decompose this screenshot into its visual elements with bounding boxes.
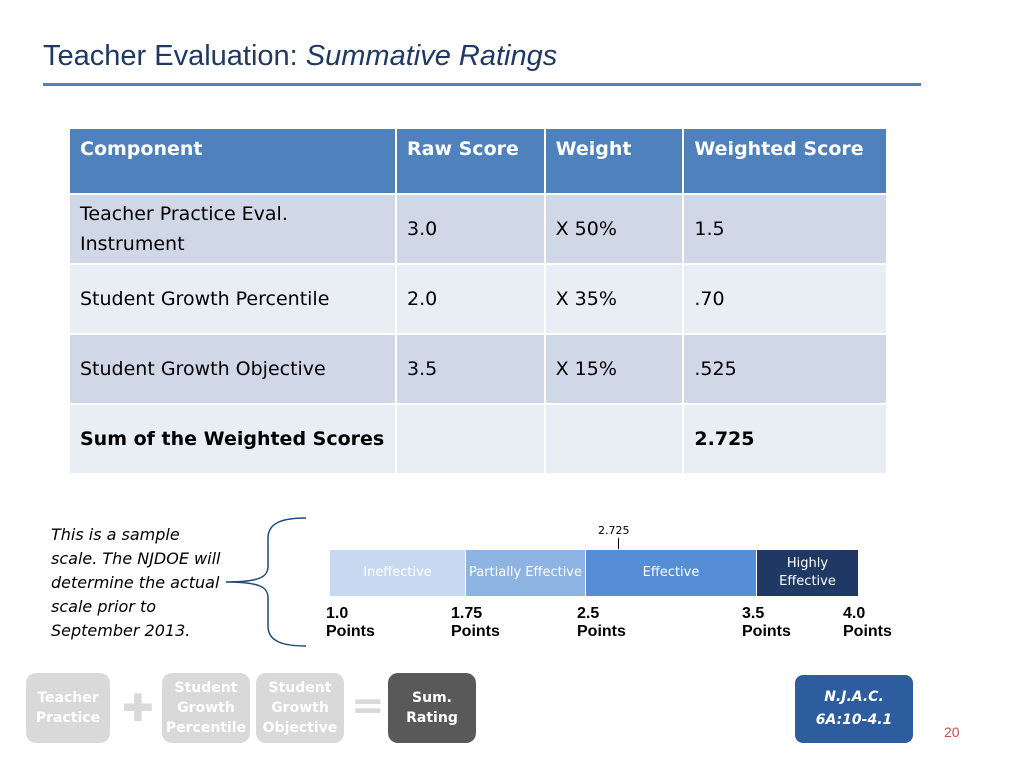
regulation-reference-box: N.J.A.C. 6A:10-4.1 (795, 675, 913, 743)
reference-line-1: N.J.A.C. (824, 689, 884, 705)
summative-ratings-table: Component Raw Score Weight Weighted Scor… (68, 127, 888, 475)
cell-weighted-score: .525 (682, 333, 888, 405)
scale-point: 1.0 Points (326, 605, 375, 641)
cell-component: Sum of the Weighted Scores (68, 403, 397, 475)
point-unit: Points (843, 623, 892, 640)
table-total-row: Sum of the Weighted Scores 2.725 (68, 403, 888, 475)
curly-brace-icon (225, 517, 307, 647)
point-value: 4.0 (843, 605, 866, 622)
scale-point: 1.75 Points (451, 605, 500, 641)
table-header-row: Component Raw Score Weight Weighted Scor… (68, 127, 888, 195)
point-value: 1.75 (451, 605, 483, 622)
cell-weighted-score: .70 (682, 263, 888, 335)
cell-weight (543, 403, 685, 475)
header-weighted-score: Weighted Score (682, 127, 888, 195)
point-value: 1.0 (326, 605, 349, 622)
point-value: 3.5 (742, 605, 765, 622)
scale-segment-highly-effective: Highly Effective (757, 550, 858, 596)
point-value: 2.5 (577, 605, 600, 622)
plus-icon: ✚ (122, 686, 154, 730)
point-unit: Points (326, 623, 375, 640)
scale-segment-ineffective: Ineffective (330, 550, 465, 596)
title-italic: Summative Ratings (305, 40, 558, 72)
scale-point: 4.0 Points (843, 605, 892, 641)
table-row: Student Growth Objective 3.5 X 15% .525 (68, 333, 888, 405)
cell-weight: X 50% (543, 193, 685, 265)
formula-student-growth-objective: Student Growth Objective (256, 673, 344, 743)
header-component: Component (68, 127, 397, 195)
title-underline (43, 83, 921, 86)
cell-weight: X 35% (543, 263, 685, 335)
reference-line-2: 6A:10-4.1 (815, 712, 893, 728)
formula-sum-rating: Sum. Rating (388, 673, 476, 743)
sample-scale-note: This is a sample scale. The NJDOE will d… (51, 525, 221, 640)
scale-segment-partially-effective: Partially Effective (466, 550, 585, 596)
cell-weighted-score: 2.725 (682, 403, 888, 475)
scale-segment-effective: Effective (586, 550, 756, 596)
score-marker-label: 2.725 (598, 524, 630, 537)
scale-point: 3.5 Points (742, 605, 791, 641)
cell-raw-score (395, 403, 546, 475)
cell-weighted-score: 1.5 (682, 193, 888, 265)
table-row: Teacher Practice Eval. Instrument 3.0 X … (68, 193, 888, 265)
header-weight: Weight (543, 127, 685, 195)
table-row: Student Growth Percentile 2.0 X 35% .70 (68, 263, 888, 335)
point-unit: Points (742, 623, 791, 640)
cell-component: Student Growth Objective (68, 333, 397, 405)
cell-raw-score: 3.0 (395, 193, 546, 265)
slide-title: Teacher Evaluation: Summative Ratings (43, 40, 557, 73)
cell-raw-score: 3.5 (395, 333, 546, 405)
point-unit: Points (451, 623, 500, 640)
formula-teacher-practice: Teacher Practice (26, 673, 110, 743)
formula-student-growth-percentile: Student Growth Percentile (162, 673, 250, 743)
equals-icon: = (351, 683, 385, 729)
score-marker-tick (618, 538, 619, 549)
cell-component: Student Growth Percentile (68, 263, 397, 335)
scale-point: 2.5 Points (577, 605, 626, 641)
cell-weight: X 15% (543, 333, 685, 405)
title-plain: Teacher Evaluation: (43, 40, 306, 72)
header-raw-score: Raw Score (395, 127, 546, 195)
point-unit: Points (577, 623, 626, 640)
page-number: 20 (944, 724, 960, 740)
cell-component: Teacher Practice Eval. Instrument (68, 193, 397, 265)
cell-raw-score: 2.0 (395, 263, 546, 335)
